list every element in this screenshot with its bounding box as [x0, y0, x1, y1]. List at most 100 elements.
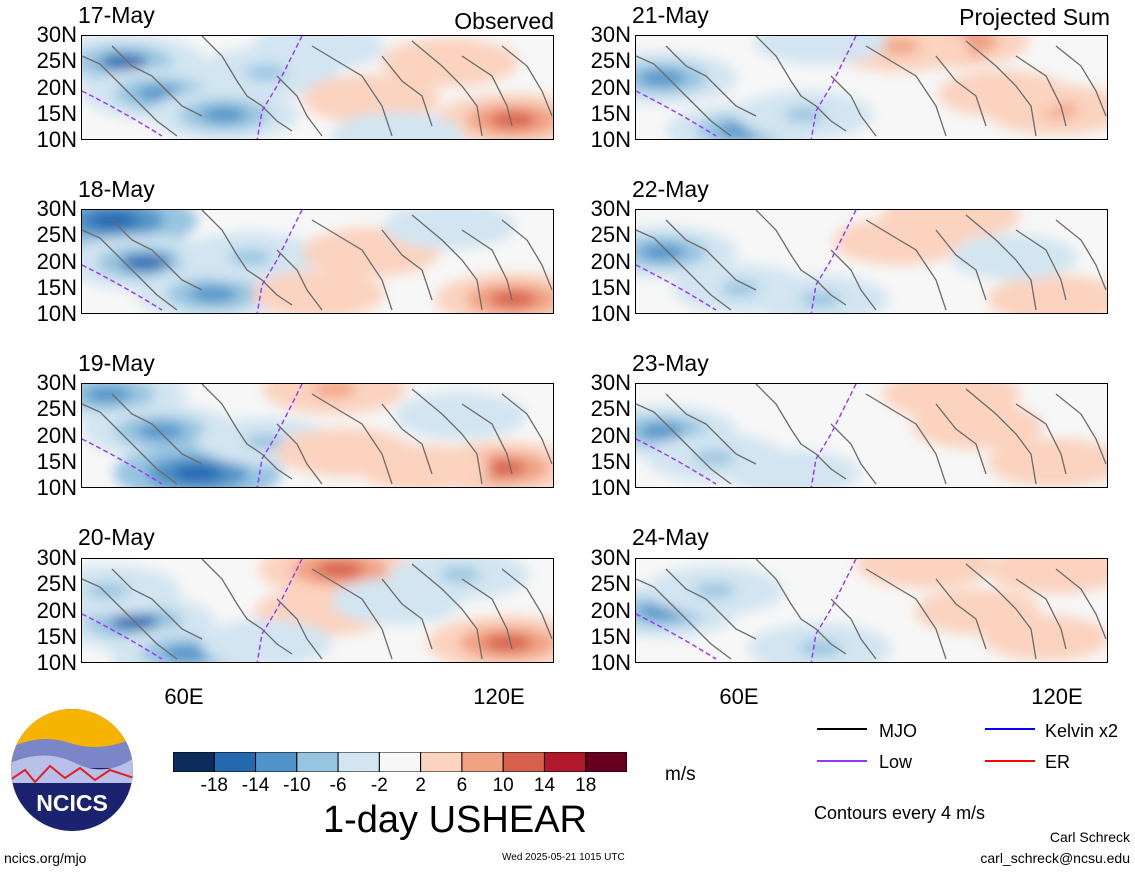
shear-blob — [639, 244, 685, 260]
ytick-30n-24-may: 30N — [590, 545, 631, 570]
footer-url[interactable]: ncics.org/mjo — [4, 850, 87, 866]
shear-blob — [720, 281, 762, 297]
low-contour — [636, 384, 857, 487]
low-contour — [82, 210, 303, 313]
ytick-20n-21-may: 20N — [590, 74, 631, 100]
shear-blob — [489, 291, 537, 308]
coastline — [82, 36, 553, 137]
colorbar-swatch — [337, 752, 380, 772]
ytick-15n-20-may: 15N — [36, 623, 77, 649]
shear-blob — [430, 218, 470, 233]
panel-title-23-may: 23-May — [632, 350, 709, 376]
contours-note: Contours every 4 m/s — [814, 803, 986, 823]
shear-blob — [773, 466, 814, 481]
colorbar-tick-label: 2 — [415, 775, 426, 796]
coastline — [636, 36, 1107, 137]
shear-blob — [172, 464, 223, 482]
ytick-10n-24-may: 10N — [590, 650, 631, 675]
ytick-10n-18-may: 10N — [36, 301, 77, 326]
ytick-20n-20-may: 20N — [36, 597, 77, 623]
colorbar-tick-label: -14 — [241, 775, 270, 796]
colorbar-swatch — [213, 752, 257, 772]
colorbar-tick-label: -10 — [283, 775, 311, 796]
shear-blob — [303, 604, 345, 619]
panel-title-21-may: 21-May — [632, 2, 709, 28]
shear-blob — [350, 244, 392, 260]
coastline — [636, 384, 1107, 485]
shear-blob — [904, 559, 946, 572]
coastline — [82, 384, 553, 485]
shear-blob — [429, 54, 471, 70]
ytick-30n-17-may: 30N — [36, 22, 77, 47]
coastline — [636, 559, 1107, 660]
panel-title-19-may: 19-May — [78, 350, 155, 376]
shear-blob — [1035, 291, 1078, 307]
colorbar — [173, 752, 627, 772]
shear-blob — [878, 234, 919, 249]
colorbar-tick-label: 6 — [456, 775, 468, 796]
xtick-120e-left: 120E — [473, 684, 525, 709]
shear-blob — [201, 106, 247, 123]
shear-blob — [798, 640, 842, 656]
shear-blob — [120, 254, 170, 271]
shear-blob — [377, 128, 418, 139]
shear-blob — [86, 582, 130, 599]
footer-author: Carl Schreck — [1049, 829, 1130, 845]
panel-title-17-may: 17-May — [78, 2, 155, 28]
footer-email[interactable]: carl_schreck@ncsu.edu — [980, 850, 1130, 866]
shear-blob — [228, 249, 272, 265]
colorbar-swatch — [173, 752, 215, 772]
map-panel-18-may — [81, 209, 554, 314]
ytick-15n-22-may: 15N — [590, 274, 631, 300]
low-contour — [82, 559, 303, 662]
colorbar-tick-label: 14 — [533, 775, 556, 796]
low-contour — [82, 36, 303, 139]
colorbar-swatch — [543, 752, 587, 772]
xtick-60e-right: 60E — [719, 684, 759, 709]
ytick-25n-20-may: 25N — [36, 571, 77, 597]
observed-label: Observed — [454, 8, 554, 34]
map-panel-20-may — [81, 558, 554, 663]
ytick-25n-21-may: 25N — [590, 48, 631, 74]
xtick-60e-left: 60E — [164, 684, 204, 709]
coastline — [636, 210, 1107, 311]
ytick-25n-23-may: 25N — [590, 396, 631, 422]
ytick-20n-24-may: 20N — [590, 597, 631, 623]
ytick-25n-17-may: 25N — [36, 48, 77, 74]
legend-line-mjo — [817, 728, 867, 730]
logo-text: NCICS — [36, 790, 108, 816]
shear-blob — [298, 39, 339, 54]
colorbar-swatch — [502, 752, 545, 772]
shear-blob — [479, 459, 526, 477]
colorbar-swatch — [255, 752, 298, 772]
shear-blob — [315, 561, 364, 578]
low-contour — [636, 559, 857, 662]
xtick-120e-right: 120E — [1031, 684, 1083, 709]
ncics-logo: NCICS — [11, 709, 133, 831]
shear-blob — [783, 107, 825, 123]
colorbar-swatch — [296, 752, 339, 772]
ytick-30n-20-may: 30N — [36, 545, 77, 570]
shear-blob — [189, 285, 237, 303]
shear-blob — [403, 460, 444, 476]
ytick-15n-19-may: 15N — [36, 448, 77, 474]
panel-title-24-may: 24-May — [632, 524, 709, 550]
map-panel-19-may — [81, 383, 554, 488]
shear-blob — [350, 91, 392, 107]
ytick-30n-21-may: 30N — [590, 22, 631, 47]
shear-blob — [995, 250, 1034, 265]
shear-blob — [312, 384, 356, 397]
shear-blob — [298, 286, 339, 302]
shear-blob — [137, 423, 185, 440]
shear-blob — [984, 86, 1024, 101]
shear-blob — [244, 65, 288, 81]
shear-blob — [440, 408, 481, 423]
colorbar-swatch — [378, 752, 422, 772]
legend-line-low — [817, 760, 867, 762]
shear-blob — [957, 418, 998, 434]
legend-label-er: ER — [1045, 752, 1071, 772]
colorbar-swatch — [585, 752, 627, 772]
chart-title: 1-day USHEAR — [323, 799, 587, 841]
shear-blob — [99, 53, 149, 71]
map-panel-24-may — [635, 558, 1108, 663]
